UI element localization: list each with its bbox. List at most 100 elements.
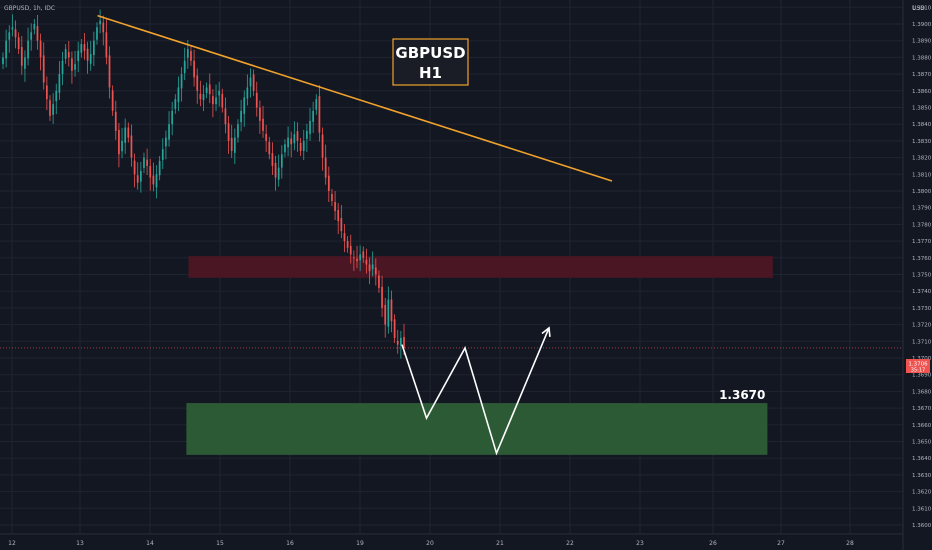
candle-body	[318, 96, 321, 133]
candle-body	[124, 127, 127, 143]
y-tick-label: 1.3860	[912, 89, 932, 95]
candle-body	[168, 124, 170, 140]
candle-body	[52, 104, 54, 115]
y-tick-label: 1.3840	[912, 122, 932, 128]
candle-body	[233, 137, 236, 153]
candle-body	[306, 130, 308, 139]
candle-body	[39, 40, 42, 58]
candle-body	[55, 90, 58, 102]
candle-body	[387, 299, 390, 327]
candle-body	[152, 175, 155, 185]
candle-body	[96, 27, 98, 40]
y-tick-label: 1.3820	[912, 156, 932, 162]
candle-body	[174, 99, 177, 109]
price-axis[interactable]: 1.3600 1.3610 1.3620 1.3630 1.3640 1.3650 1.36…	[912, 0, 932, 529]
candle-body	[396, 340, 399, 345]
y-tick-label: 1.3650	[912, 440, 932, 446]
candle-body	[296, 131, 299, 141]
x-tick-label: 15	[216, 540, 224, 547]
x-tick-label: 22	[566, 540, 574, 547]
candle-body	[80, 44, 83, 53]
candle-body	[161, 149, 164, 160]
candle-body	[259, 107, 261, 121]
y-tick-label: 1.3630	[912, 473, 932, 479]
candle-body	[327, 175, 330, 191]
candle-body	[240, 110, 242, 123]
candle-body	[362, 251, 365, 258]
candle-body	[149, 165, 152, 178]
candle-body	[255, 92, 258, 108]
candle-body	[139, 170, 142, 182]
candle-body	[208, 84, 211, 95]
candle-body	[224, 108, 227, 125]
candle-body	[202, 94, 205, 101]
x-tick-label: 20	[426, 540, 434, 547]
candle-body	[33, 24, 36, 30]
candle-body	[58, 74, 61, 93]
candle-body	[349, 245, 352, 255]
y-tick-label: 1.3670	[912, 406, 932, 412]
candle-body	[86, 48, 89, 61]
x-tick-label: 28	[846, 540, 854, 547]
candle-body	[146, 159, 148, 166]
candle-body	[74, 64, 76, 70]
candles	[2, 9, 405, 359]
candle-body	[92, 40, 95, 56]
candle-body	[118, 129, 120, 155]
symbol-label-box	[392, 38, 469, 86]
candle-body	[143, 157, 145, 168]
y-tick-label: 1.3750	[912, 273, 932, 279]
candle-body	[183, 60, 186, 74]
candle-body	[64, 49, 67, 59]
candle-body	[284, 144, 286, 153]
last-price-tag	[906, 359, 930, 373]
candle-body	[249, 77, 252, 87]
time-axis[interactable]: 12 13 14 15 16 19 20 21 22 23 26 27 28	[8, 540, 854, 547]
candle-body	[324, 157, 327, 178]
candle-body	[171, 110, 174, 125]
y-tick-label: 1.3810	[912, 172, 932, 178]
candle-body	[246, 87, 249, 99]
x-tick-label: 26	[709, 540, 717, 547]
support-zone	[186, 403, 768, 455]
candle-body	[14, 29, 17, 38]
y-tick-label: 1.3620	[912, 490, 932, 496]
candle-body	[315, 99, 318, 110]
chart-title: GBPUSD, 1h, IDC	[4, 5, 55, 12]
candle-body	[353, 257, 355, 259]
candle-body	[243, 97, 246, 114]
support-zone-label: 1.3670	[719, 388, 765, 402]
candle-body	[400, 337, 402, 346]
y-tick-label: 1.3910	[912, 5, 932, 11]
candle-body	[265, 133, 268, 141]
candle-body	[271, 153, 274, 166]
candle-body	[384, 304, 387, 325]
candle-body	[61, 60, 64, 75]
candle-body	[130, 135, 133, 158]
candle-body	[20, 47, 23, 66]
candle-body	[299, 142, 302, 151]
candle-body	[27, 40, 29, 59]
axis-currency: USD	[912, 5, 925, 12]
y-tick-label: 1.3760	[912, 256, 932, 262]
candle-body	[274, 162, 277, 178]
candle-body	[108, 55, 111, 88]
candle-body	[83, 44, 86, 51]
y-tick-label: 1.3610	[912, 506, 932, 512]
candle-body	[24, 57, 26, 69]
candle-body	[8, 32, 11, 40]
y-tick-label: 1.3780	[912, 222, 932, 228]
y-tick-label: 1.3720	[912, 323, 932, 329]
projection-path	[401, 327, 550, 456]
candle-body	[102, 22, 105, 33]
candle-body	[368, 264, 371, 272]
candle-body	[5, 40, 7, 59]
candle-body	[193, 60, 195, 78]
y-tick-label: 1.3850	[912, 106, 932, 112]
candle-body	[268, 141, 271, 155]
candle-body	[105, 32, 108, 58]
candle-body	[2, 57, 4, 65]
candle-body	[371, 264, 374, 270]
candle-body	[302, 140, 305, 151]
